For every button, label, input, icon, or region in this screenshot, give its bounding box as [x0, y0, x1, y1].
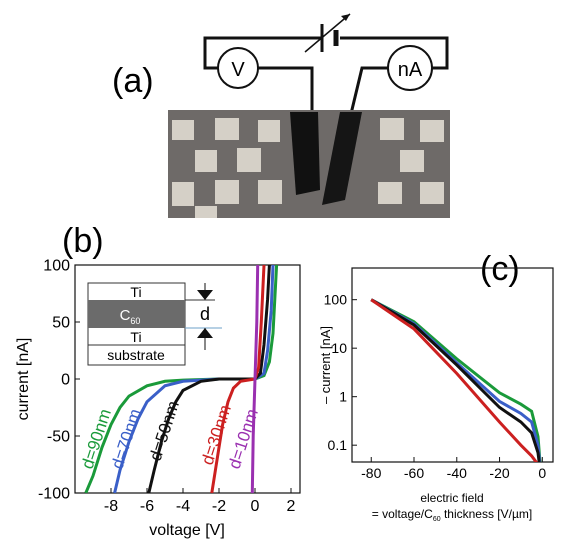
voltmeter-label: V [231, 59, 245, 81]
x-tick-label: -60 [404, 465, 424, 481]
subscript: 60 [130, 316, 140, 326]
layer-stack [87, 282, 222, 366]
x-tick-label: -20 [489, 465, 509, 481]
layer-label: C [120, 307, 131, 324]
x-tick-label: -8 [104, 498, 118, 515]
series-line [147, 265, 271, 493]
panel-label: (c) [480, 250, 520, 288]
x-tick-label: -40 [447, 465, 467, 481]
ammeter-label: nA [398, 59, 423, 81]
thickness-label: d [200, 304, 210, 324]
y-tick-label: 0 [61, 372, 70, 389]
series-line [250, 265, 260, 493]
layer-label: C60 [120, 307, 141, 326]
photo [168, 110, 450, 218]
x-tick-label: -80 [361, 465, 381, 481]
y-tick-label: -100 [38, 486, 70, 503]
y-tick-label: 100 [43, 258, 70, 275]
y-axis-label: – current [nA] [318, 326, 333, 404]
layer-label: Ti [130, 284, 141, 300]
y-tick-label: 100 [324, 292, 348, 308]
y-tick-label: -50 [47, 429, 70, 446]
x-axis-label: electric field [420, 491, 483, 505]
y-tick-label: 1 [339, 389, 347, 405]
plot-frame [351, 267, 554, 463]
series-label: d=50nm [146, 398, 183, 463]
y-tick-label: 50 [52, 315, 70, 332]
x-tick-label: 0 [251, 498, 260, 515]
series-line [370, 298, 541, 462]
x-axis-label: = voltage/C60 thickness [V/µm] [372, 507, 532, 523]
x-tick-label: 2 [287, 498, 296, 515]
y-tick-label: 10 [331, 340, 347, 356]
x-tick-label: -2 [212, 498, 226, 515]
panel-label: (a) [112, 62, 154, 100]
series-line [370, 298, 542, 462]
x-axis-label: voltage [V] [149, 522, 225, 539]
x-axis-label: = voltage/C [372, 507, 433, 521]
subscript: 60 [433, 516, 441, 523]
series-line [210, 265, 266, 493]
x-tick-label: -4 [176, 498, 190, 515]
layer-label: substrate [107, 347, 165, 363]
series-line [370, 298, 539, 462]
x-tick-label: 0 [538, 465, 546, 481]
y-axis-label: current [nA] [15, 338, 32, 421]
circuit [203, 13, 449, 119]
x-axis-label: thickness [V/µm] [441, 507, 533, 521]
layer-label: Ti [130, 329, 141, 345]
y-tick-label: 0.1 [328, 437, 348, 453]
x-tick-label: -6 [140, 498, 154, 515]
series-line [113, 265, 275, 493]
series-line [84, 265, 279, 493]
panel-label: (b) [62, 222, 104, 260]
series-line [370, 298, 542, 462]
